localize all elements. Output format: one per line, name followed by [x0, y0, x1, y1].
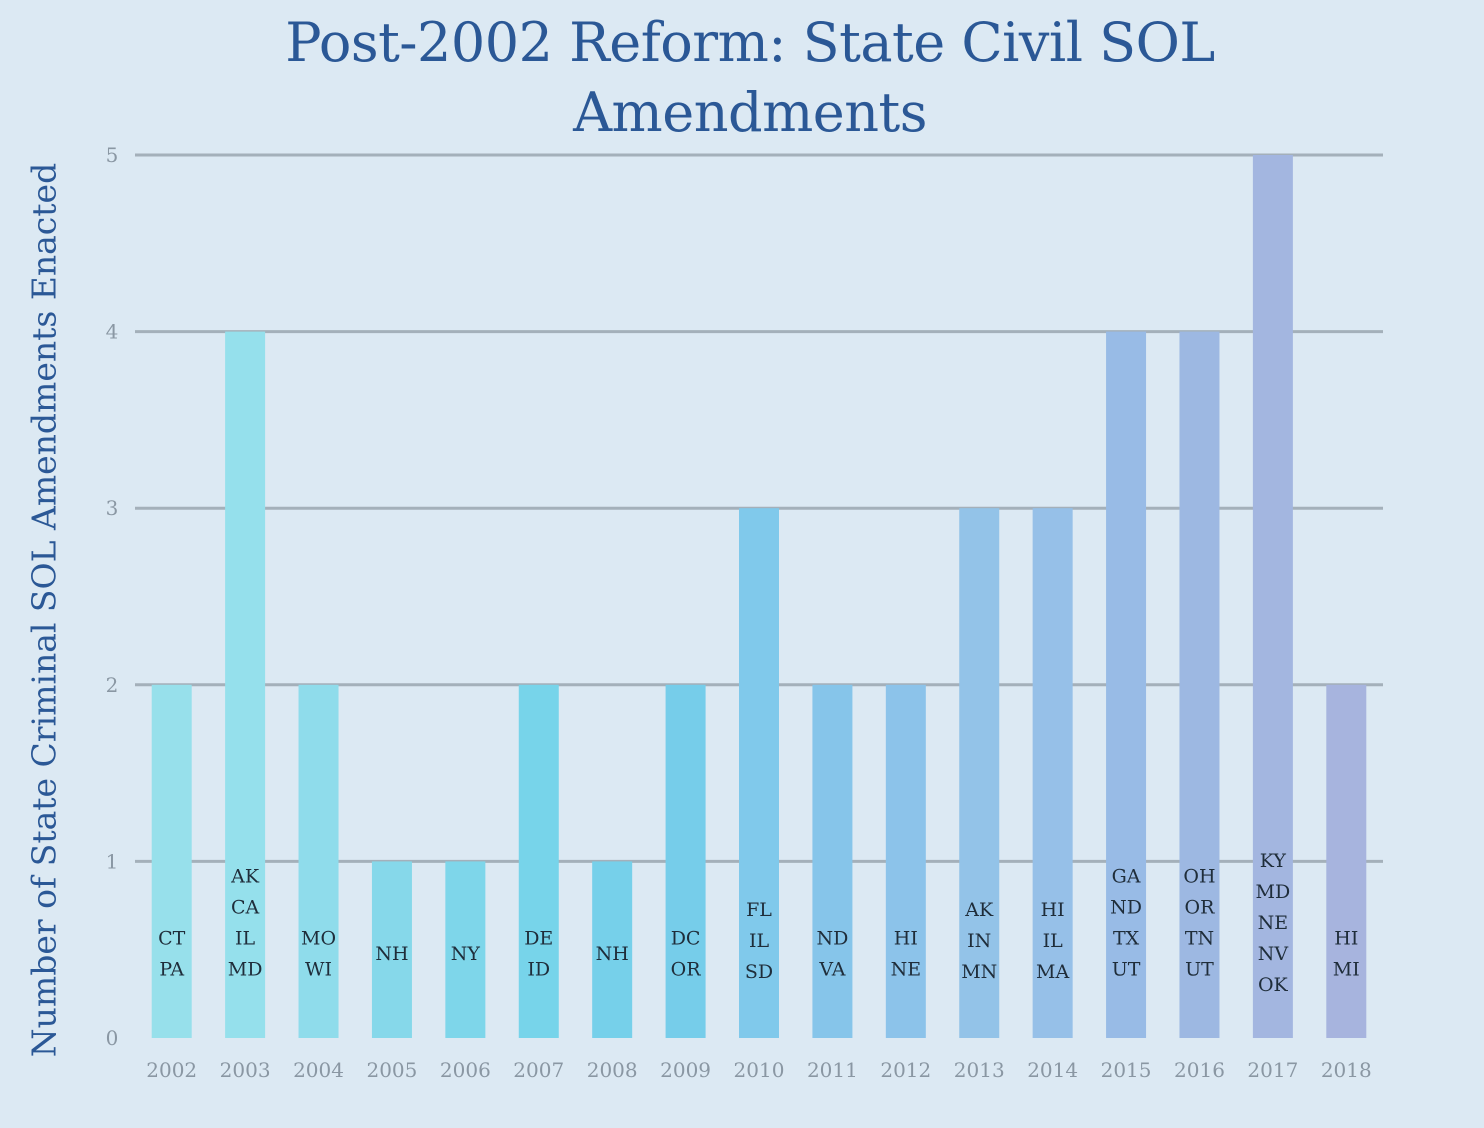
x-tick-label: 2015: [1101, 1058, 1152, 1082]
bar-2013: [959, 508, 1000, 1038]
bar-state-label: CT: [158, 928, 186, 950]
bar-state-label: AK: [230, 866, 260, 888]
bar-state-label: FL: [746, 899, 772, 921]
bar-2015: [1106, 331, 1147, 1039]
bar-labels: CT PA AK CA IL MD MO WI NH NY DE ID NH DC OR FL IL SD ND VA…: [158, 850, 1360, 996]
y-tick-label: 5: [106, 143, 119, 167]
bar-state-label: MO: [301, 928, 336, 950]
bar-state-label: HI: [1041, 899, 1065, 921]
y-tick-label: 2: [106, 673, 119, 697]
x-tick-label: 2005: [366, 1058, 417, 1082]
bar-state-label: TX: [1113, 928, 1140, 950]
x-tick-label: 2002: [146, 1058, 197, 1082]
bar-state-label: NH: [596, 943, 629, 965]
bar-state-label: NE: [891, 959, 922, 981]
bar-state-label: IL: [1043, 930, 1064, 952]
bar-state-label: MI: [1333, 959, 1360, 981]
bar-state-label: MA: [1036, 961, 1069, 983]
x-tick-label: 2010: [734, 1058, 785, 1082]
x-tick-label: 2011: [807, 1058, 858, 1082]
bar-state-label: OK: [1258, 974, 1289, 996]
y-tick-label: 3: [106, 496, 119, 520]
bar-state-label: PA: [159, 959, 184, 981]
x-tick-label: 2006: [440, 1058, 491, 1082]
bar-2002: [151, 684, 192, 1038]
bar-state-label: OR: [1185, 897, 1216, 919]
bar-2009: [665, 684, 706, 1038]
bar-2012: [885, 684, 926, 1038]
bar-state-label: MD: [1256, 881, 1291, 903]
bar-state-label: NE: [1258, 912, 1289, 934]
bar-state-label: NY: [451, 943, 481, 965]
bar-state-label: ND: [816, 928, 848, 950]
bar-state-label: UT: [1112, 959, 1141, 981]
bar-state-label: DE: [524, 928, 553, 950]
bar-2007: [518, 684, 559, 1038]
x-tick-label: 2007: [513, 1058, 564, 1082]
bar-state-label: SD: [745, 961, 773, 983]
bar-state-label: IL: [235, 928, 256, 950]
bar-state-label: ND: [1110, 897, 1142, 919]
y-ticks: 0 1 2 3 4 5: [106, 143, 119, 1050]
bar-2014: [1032, 508, 1073, 1038]
bar-state-label: TN: [1185, 928, 1214, 950]
bar-state-label: MN: [961, 961, 997, 983]
x-tick-label: 2013: [954, 1058, 1005, 1082]
y-tick-label: 1: [106, 849, 119, 873]
bar-state-label: NV: [1258, 943, 1289, 965]
bar-state-label: VA: [818, 959, 845, 981]
x-tick-label: 2017: [1247, 1058, 1298, 1082]
x-tick-label: 2008: [587, 1058, 638, 1082]
bar-2004: [298, 684, 339, 1038]
x-tick-label: 2003: [220, 1058, 271, 1082]
bar-state-label: HI: [1334, 928, 1358, 950]
bar-state-label: NH: [375, 943, 408, 965]
bar-state-label: WI: [305, 959, 332, 981]
x-tick-label: 2012: [880, 1058, 931, 1082]
bar-state-label: AK: [964, 899, 994, 921]
x-tick-label: 2014: [1027, 1058, 1078, 1082]
bar-state-label: KY: [1260, 850, 1287, 872]
bar-state-label: CA: [231, 897, 260, 919]
bar-state-label: OR: [671, 959, 702, 981]
bar-2018: [1326, 684, 1367, 1038]
bar-2003: [225, 331, 266, 1039]
bar-state-label: OH: [1183, 866, 1215, 888]
x-tick-label: 2009: [660, 1058, 711, 1082]
bars: [151, 155, 1367, 1039]
bar-2010: [739, 508, 779, 1038]
chart-title: Post-2002 Reform: State Civil SOL Amendm…: [285, 11, 1215, 144]
bar-2016: [1179, 331, 1220, 1039]
x-tick-label: 2004: [293, 1058, 344, 1082]
bar-state-label: MD: [228, 959, 263, 981]
bar-2008: [592, 861, 633, 1038]
bar-state-label: UT: [1185, 959, 1214, 981]
bar-2005: [371, 861, 412, 1038]
bar-2011: [812, 684, 853, 1038]
bar-state-label: IN: [967, 930, 991, 952]
bar-state-label: ID: [527, 959, 550, 981]
bar-2006: [445, 861, 486, 1038]
bar-state-label: GA: [1112, 866, 1141, 888]
x-tick-label: 2016: [1174, 1058, 1225, 1082]
y-tick-label: 4: [106, 320, 119, 344]
y-tick-label: 0: [106, 1026, 119, 1050]
bar-state-label: IL: [749, 930, 770, 952]
bar-2017: [1252, 155, 1293, 1038]
bar-state-label: HI: [894, 928, 918, 950]
x-tick-label: 2018: [1321, 1058, 1372, 1082]
bar-state-label: DC: [671, 928, 701, 950]
x-ticks: 2002 2003 2004 2005 2006 2007 2008 2009 2010 2011…: [146, 1058, 1371, 1082]
